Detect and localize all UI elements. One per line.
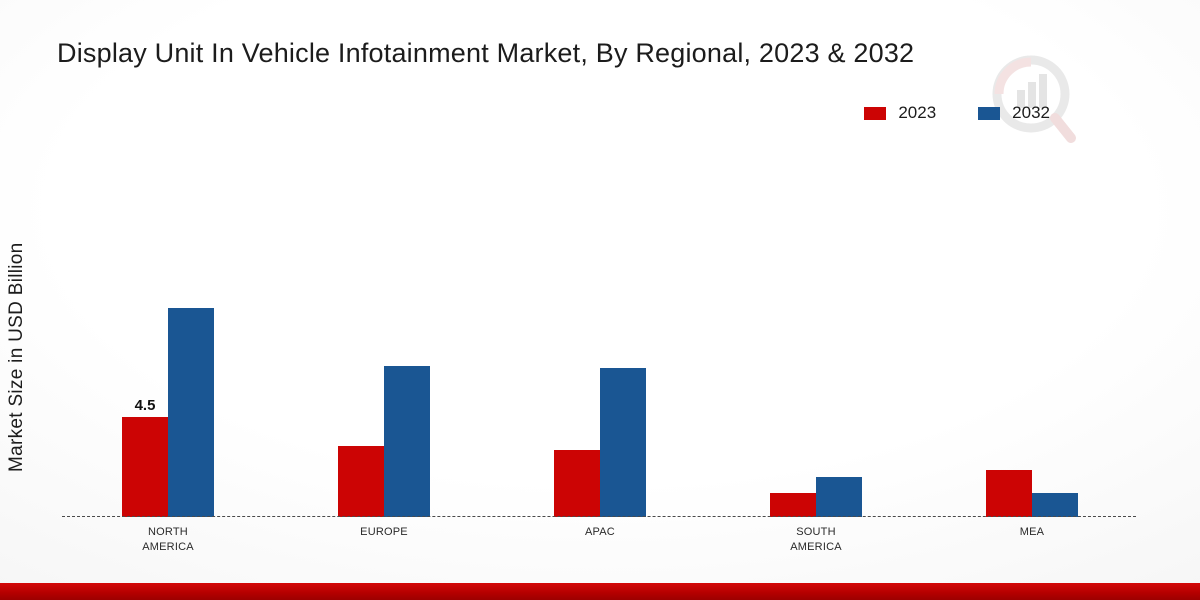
bar-2032-europe (384, 366, 430, 517)
bar-2032-apac (600, 368, 646, 517)
legend-label-2032: 2032 (1012, 103, 1050, 122)
bar-group-north-america: NORTH AMERICA 4.5 (122, 297, 214, 553)
bar-group-mea: MEA (986, 297, 1078, 538)
bar-2032-mea (1032, 493, 1078, 517)
brand-watermark-logo (985, 50, 1085, 150)
x-tick-label-north-america: NORTH AMERICA (142, 526, 194, 553)
bar-chart-plot-area: NORTH AMERICA 4.5 EUROPE APAC SOUTH AMERICA M… (60, 297, 1140, 553)
bar-2023-mea (986, 470, 1032, 517)
chart-title: Display Unit In Vehicle Infotainment Mar… (57, 38, 915, 68)
legend-swatch-2032 (978, 106, 1001, 120)
bar-2023-south-america (770, 493, 816, 517)
bar-2023-north-america (122, 417, 168, 517)
bar-group-europe: EUROPE (338, 297, 430, 538)
bar-2032-north-america (168, 308, 214, 517)
legend-swatch-2023 (864, 106, 887, 120)
bar-2032-south-america (816, 477, 862, 517)
bottom-red-ribbon (0, 583, 1200, 600)
x-tick-label-europe: EUROPE (360, 526, 408, 538)
bar-2023-apac (554, 450, 600, 517)
legend-item-2023: 2023 (864, 103, 936, 123)
legend: 2023 2032 (864, 103, 1050, 123)
bar-group-apac: APAC (554, 297, 646, 538)
legend-item-2032: 2032 (978, 103, 1050, 123)
x-tick-label-apac: APAC (585, 526, 615, 538)
x-tick-label-south-america: SOUTH AMERICA (790, 526, 842, 553)
x-tick-label-mea: MEA (1019, 526, 1045, 538)
legend-label-2023: 2023 (898, 103, 937, 122)
y-axis-label: Market Size in USD Billion (6, 242, 27, 473)
bar-groups: NORTH AMERICA 4.5 EUROPE APAC SOUTH AMERICA M… (60, 297, 1140, 553)
bar-group-south-america: SOUTH AMERICA (770, 297, 862, 553)
bar-value-label-north-america: 4.5 (134, 397, 156, 414)
x-axis-baseline (62, 516, 1136, 517)
bar-2023-europe (338, 446, 384, 517)
